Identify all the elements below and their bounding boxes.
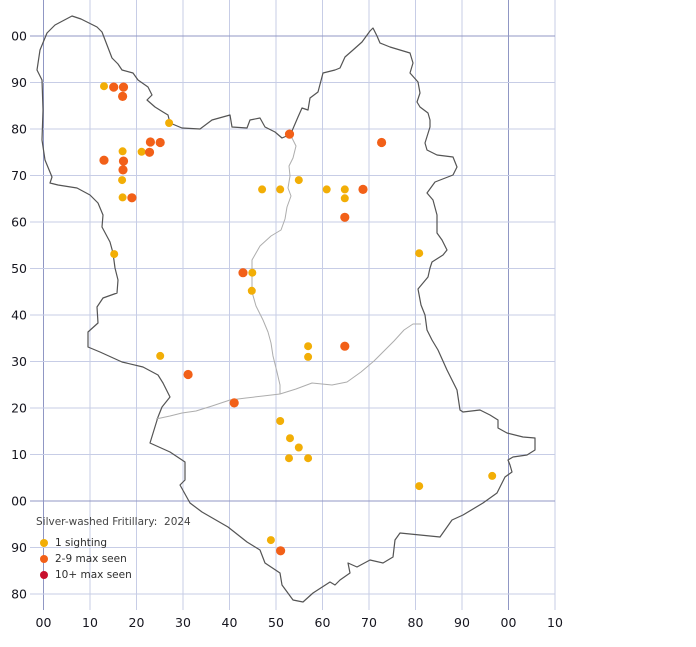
- sighting-dot-2-9: [145, 137, 155, 147]
- two-to-nine-dot-icon: [40, 554, 48, 563]
- sighting-dot-2-9: [183, 369, 193, 380]
- x-tick-label: 70: [361, 615, 377, 630]
- sighting-dot-1: [248, 268, 257, 277]
- sighting-dot-1: [137, 147, 146, 156]
- internal-boundary-south: [155, 323, 421, 420]
- x-tick-label: 20: [129, 615, 145, 630]
- sighting-dot-1: [340, 185, 349, 194]
- sighting-dot-1: [276, 417, 285, 425]
- sighting-dot-1: [322, 185, 331, 194]
- sighting-dot-1: [285, 454, 293, 463]
- sightings-layer: [99, 82, 497, 556]
- y-tick-label: 90: [11, 75, 27, 90]
- sighting-dot-2-9: [238, 268, 248, 278]
- sighting-dot-1: [156, 351, 165, 360]
- sighting-dot-1: [276, 185, 285, 194]
- sighting-dot-2-9: [340, 341, 350, 351]
- sighting-dot-1: [415, 482, 424, 491]
- sighting-dot-1: [286, 434, 294, 443]
- sighting-dot-2-9: [144, 147, 155, 157]
- x-tick-label: 40: [222, 615, 238, 630]
- county-boundary-outline: [36, 15, 536, 603]
- grid-layer: [30, 0, 556, 610]
- sighting-dot-2-9: [118, 82, 129, 92]
- axis-labels-layer: 00 10 20 30 40 50 60 70 80 90 00 10 00 90 80 70 60 50 40 30…: [11, 29, 563, 631]
- sighting-dot-2-9: [284, 129, 295, 139]
- legend-item: 2-9 max seen: [36, 551, 206, 566]
- y-tick-label: 80: [11, 587, 27, 602]
- sighting-dot-1: [258, 185, 267, 194]
- y-tick-label: 00: [11, 494, 27, 509]
- x-tick-label: 60: [315, 615, 331, 630]
- sighting-dot-2-9: [118, 156, 129, 166]
- map-legend: Silver-washed Fritillary: 2024 1 sightin…: [36, 516, 206, 583]
- sighting-dot-2-9: [229, 398, 239, 408]
- y-tick-label: 30: [11, 354, 27, 369]
- sighting-dot-1: [415, 249, 424, 258]
- x-tick-label: 90: [454, 615, 470, 630]
- sighting-dot-1: [100, 82, 108, 91]
- sighting-dot-2-9: [276, 546, 286, 556]
- x-tick-label: 00: [501, 615, 517, 630]
- sighting-dot-1: [304, 342, 313, 351]
- sighting-dot-1: [294, 443, 303, 452]
- sighting-dot-1: [118, 193, 127, 202]
- y-tick-label: 10: [11, 447, 27, 462]
- y-tick-label: 00: [11, 29, 27, 44]
- sighting-dot-1: [488, 471, 497, 480]
- legend-item: 10+ max seen: [36, 567, 206, 582]
- sighting-dot-1: [340, 194, 349, 203]
- internal-boundary-north: [251, 135, 297, 394]
- sighting-dot-1: [118, 147, 127, 156]
- y-tick-label: 80: [11, 122, 27, 137]
- sighting-dot-2-9: [118, 165, 128, 175]
- sighting-dot-1: [247, 286, 256, 295]
- sighting-dot-1: [266, 536, 275, 545]
- sighting-dot-1: [304, 454, 313, 463]
- sighting-dot-2-9: [109, 82, 119, 92]
- legend-item-label: 2-9 max seen: [55, 552, 127, 565]
- sighting-dot-2-9: [377, 137, 387, 148]
- y-tick-label: 40: [11, 308, 27, 323]
- sighting-dot-1: [294, 176, 303, 185]
- sighting-dot-2-9: [358, 184, 368, 194]
- y-tick-label: 50: [11, 261, 27, 276]
- sighting-dot-1: [118, 176, 127, 185]
- sighting-dot-1: [165, 119, 174, 127]
- legend-item-label: 10+ max seen: [55, 568, 132, 581]
- ten-plus-dot-icon: [40, 570, 48, 579]
- sighting-dot-2-9: [155, 137, 165, 148]
- x-tick-label: 30: [175, 615, 191, 630]
- x-tick-label: 10: [82, 615, 98, 630]
- x-tick-label: 00: [36, 615, 52, 630]
- sighting-dot-2-9: [127, 193, 137, 203]
- sighting-dot-1: [304, 352, 313, 361]
- legend-item: 1 sighting: [36, 535, 206, 550]
- sighting-dot-1: [110, 250, 119, 259]
- x-tick-label: 10: [547, 615, 563, 630]
- sighting-dot-2-9: [99, 155, 109, 165]
- y-tick-label: 20: [11, 401, 27, 416]
- legend-title: Silver-washed Fritillary: 2024: [36, 516, 191, 528]
- sighting-dot-2-9: [118, 91, 128, 101]
- y-tick-label: 70: [11, 168, 27, 183]
- legend-item-label: 1 sighting: [55, 536, 108, 549]
- one-sighting-dot-icon: [40, 538, 48, 547]
- sighting-dot-2-9: [340, 212, 350, 222]
- x-tick-label: 50: [268, 615, 284, 630]
- y-tick-label: 60: [11, 215, 27, 230]
- y-tick-label: 90: [11, 540, 27, 555]
- x-tick-label: 80: [408, 615, 424, 630]
